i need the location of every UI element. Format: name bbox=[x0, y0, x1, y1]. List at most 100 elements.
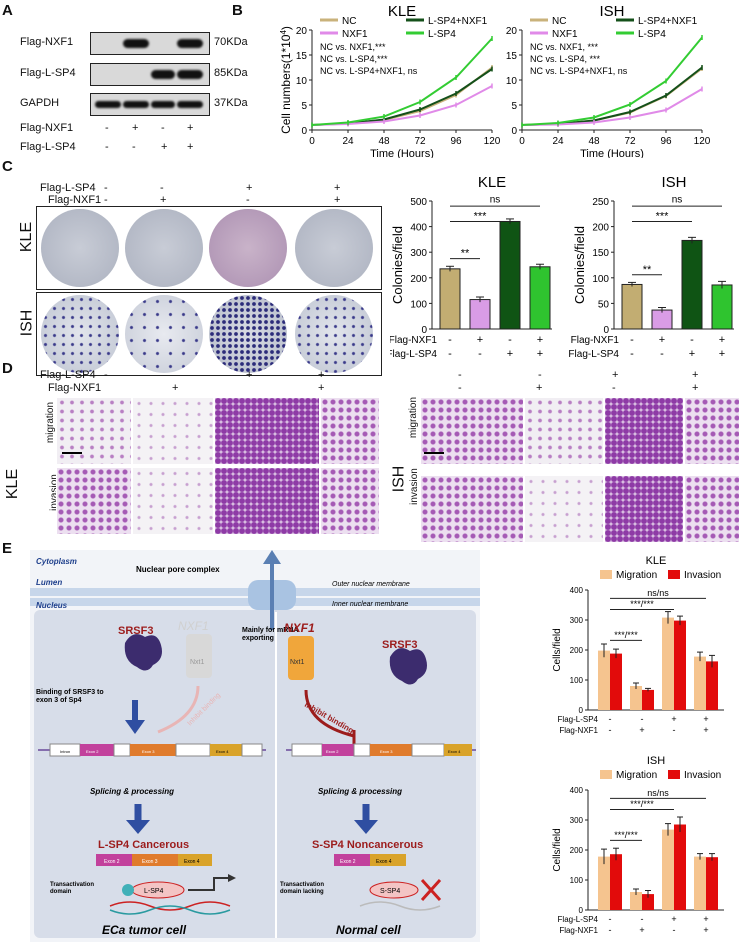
y-tick-label: 15 bbox=[296, 51, 308, 62]
inhibit-line-right bbox=[304, 689, 355, 738]
y-tick-label: 300 bbox=[570, 816, 584, 825]
tw-sign: - bbox=[538, 369, 542, 381]
tumor-cell-label: ECa tumor cell bbox=[102, 923, 187, 937]
y-tick-label: 0 bbox=[511, 126, 517, 137]
tw-sign: + bbox=[536, 382, 543, 394]
y-tick-label: 200 bbox=[592, 223, 609, 234]
row-sign: + bbox=[477, 334, 483, 346]
row-sign: - bbox=[690, 334, 694, 346]
x-tick-label: 120 bbox=[694, 136, 711, 147]
row-sign: + bbox=[671, 714, 676, 724]
mi-bar bbox=[662, 617, 674, 710]
sig-label: ***/*** bbox=[630, 799, 654, 809]
legend-label: NC bbox=[552, 16, 566, 27]
row-sign: + bbox=[703, 725, 708, 735]
row-sign: - bbox=[630, 348, 634, 360]
y-tick-label: 10 bbox=[296, 76, 308, 87]
npc-label: Nuclear pore complex bbox=[136, 565, 220, 574]
colony-dish bbox=[295, 295, 373, 373]
y-tick-label: 100 bbox=[592, 274, 609, 285]
y-axis-label: Cell numbers(1*104) bbox=[279, 26, 294, 134]
inhibit-faint-line bbox=[157, 685, 200, 734]
blot-band bbox=[177, 70, 203, 79]
blot-band bbox=[177, 39, 203, 48]
splicing-right: Splicing & processing bbox=[318, 787, 402, 796]
srsf3-protein-left bbox=[124, 634, 162, 671]
x-tick-label: 24 bbox=[342, 136, 354, 147]
tw-invasion-label: invasion bbox=[408, 468, 420, 505]
mi-bar bbox=[598, 856, 610, 910]
scale-bar bbox=[424, 452, 444, 454]
transwell-image bbox=[604, 397, 684, 465]
blot-band bbox=[177, 101, 203, 108]
y-tick-label: 100 bbox=[570, 876, 584, 885]
mi-bar bbox=[630, 892, 642, 910]
row-label: Flag-L-SP4 bbox=[558, 915, 599, 924]
y-tick-label: 300 bbox=[570, 616, 584, 625]
colony-ish-frame bbox=[36, 292, 382, 376]
nxf1-protein-left bbox=[186, 634, 212, 678]
nxt1-left-label: Nxt1 bbox=[190, 659, 205, 666]
y-tick-label: 5 bbox=[301, 101, 307, 112]
cytoplasm-label: Cytoplasm bbox=[36, 557, 77, 566]
y-tick-label: 300 bbox=[410, 248, 427, 259]
blot-sign: + bbox=[187, 122, 194, 134]
colony-dish bbox=[125, 295, 203, 373]
legend-swatch bbox=[600, 770, 612, 779]
tw-sign: + bbox=[692, 382, 699, 394]
tw-kle-label: KLE bbox=[4, 468, 22, 500]
mi-bar bbox=[642, 689, 654, 710]
row-sign: + bbox=[689, 348, 695, 360]
stat-annotation: NC vs. L-SP4,*** bbox=[320, 54, 388, 64]
transcription-arrowhead bbox=[228, 874, 236, 882]
blot-row-label: Flag-L-SP4 bbox=[20, 67, 76, 79]
left-lower-arrowhead bbox=[126, 820, 150, 834]
transwell-image bbox=[56, 397, 132, 465]
colony-bar bbox=[469, 299, 491, 330]
colony-nxf1-label: Flag-NXF1 bbox=[48, 194, 102, 206]
mi-bar bbox=[662, 829, 674, 910]
tw-sign: - bbox=[458, 382, 462, 394]
colony-kle-frame bbox=[36, 206, 382, 290]
row-label: Flag-L-SP4 bbox=[390, 349, 437, 360]
y-tick-label: 150 bbox=[592, 248, 609, 259]
row-sign: + bbox=[703, 714, 708, 724]
mi-chart-title: ISH bbox=[647, 755, 665, 767]
block-cross-b bbox=[420, 878, 442, 902]
lsp4-mrna bbox=[96, 854, 212, 866]
colony-chart-title: ISH bbox=[661, 175, 686, 191]
exon4-text: Exon 4 bbox=[376, 859, 392, 865]
sig-label: ns/ns bbox=[647, 788, 669, 798]
colony-bar-charts: KLE0100200300400500Colonies/fieldns*****… bbox=[390, 175, 734, 360]
colony-sign: - bbox=[104, 182, 108, 194]
blot-row-label: Flag-NXF1 bbox=[20, 36, 74, 48]
colony-sign: + bbox=[334, 182, 341, 194]
ssp4-mrna bbox=[334, 854, 406, 866]
blot-sign: + bbox=[132, 122, 139, 134]
x-tick-label: 48 bbox=[588, 136, 600, 147]
transwell-image bbox=[132, 397, 214, 465]
exon2-text: Exon 2 bbox=[104, 859, 120, 865]
legend-label: Migration bbox=[616, 770, 657, 781]
legend-swatch bbox=[668, 770, 680, 779]
y-tick-label: 5 bbox=[511, 101, 517, 112]
row-sign: - bbox=[630, 334, 634, 346]
x-axis-label: Time (Hours) bbox=[370, 148, 434, 158]
legend-swatch bbox=[600, 570, 612, 579]
exon-text: Exon 4 bbox=[448, 749, 461, 754]
scale-bar bbox=[62, 452, 82, 454]
colony-bar bbox=[529, 266, 551, 330]
row-label: Flag-NXF1 bbox=[390, 335, 437, 346]
sig-label: ns bbox=[672, 194, 683, 205]
x-tick-label: 96 bbox=[660, 136, 672, 147]
x-tick-label: 96 bbox=[450, 136, 462, 147]
sig-label: ns bbox=[490, 194, 501, 205]
lsp4-protein-label: L-SP4 bbox=[144, 888, 164, 895]
blot-sign: + bbox=[161, 141, 168, 153]
growth-title: ISH bbox=[599, 3, 624, 20]
sig-label: ***/*** bbox=[614, 830, 638, 840]
series-line-1 bbox=[311, 68, 493, 126]
colony-dish bbox=[209, 209, 287, 287]
y-tick-label: 0 bbox=[579, 706, 584, 715]
tw-sign: + bbox=[318, 382, 325, 394]
